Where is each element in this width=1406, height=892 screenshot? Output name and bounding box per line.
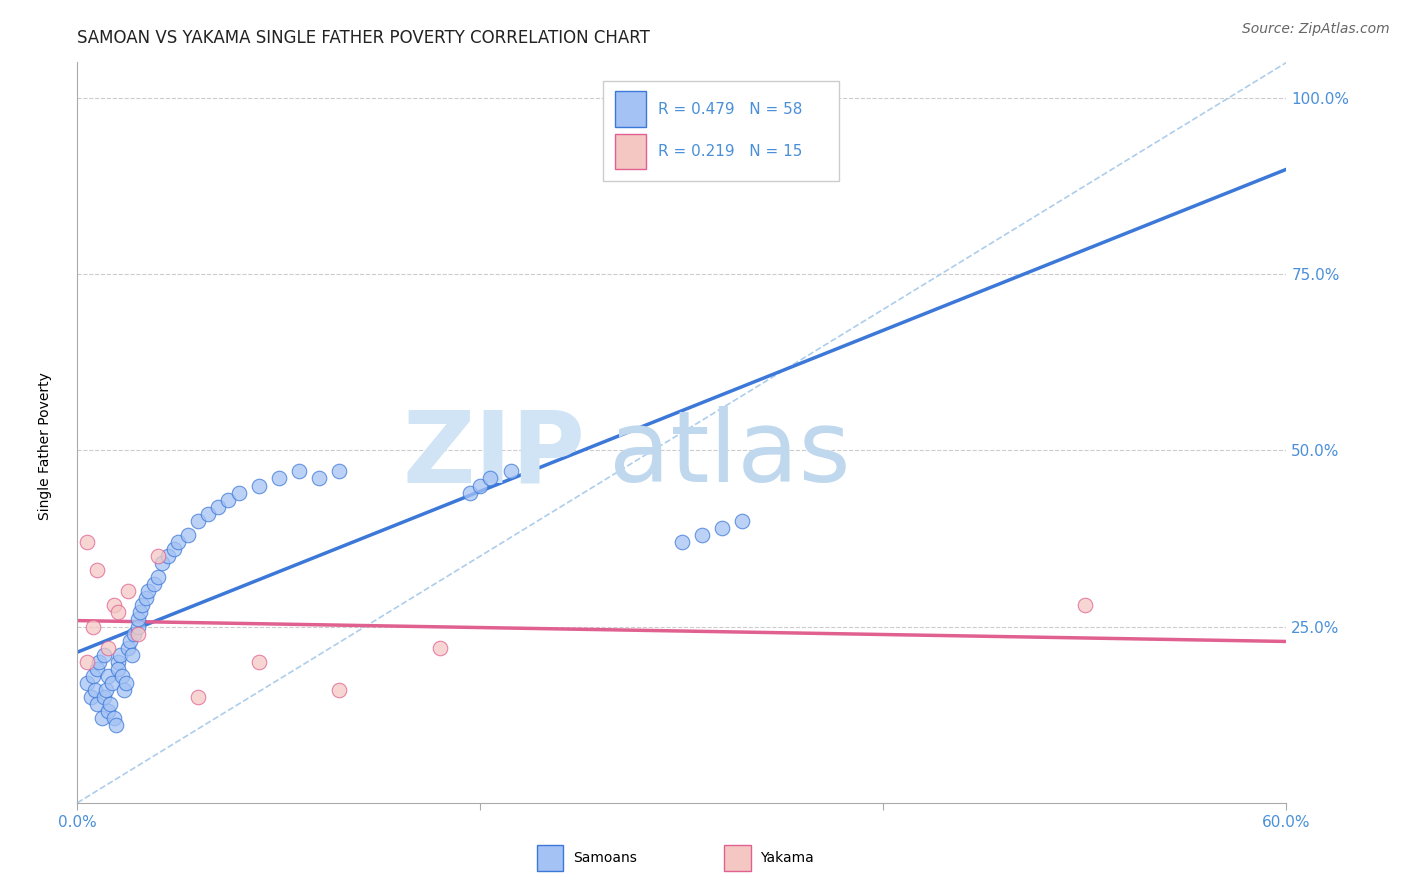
Point <box>93 690 115 704</box>
Point <box>177 528 200 542</box>
Point <box>150 556 173 570</box>
Text: ZIP: ZIP <box>402 407 585 503</box>
Point <box>308 471 330 485</box>
Point <box>267 471 290 485</box>
Point <box>82 669 104 683</box>
Point <box>142 577 165 591</box>
Text: Single Father Poverty: Single Father Poverty <box>38 372 52 520</box>
Text: atlas: atlas <box>609 407 851 503</box>
Point <box>690 528 713 542</box>
Point <box>98 697 121 711</box>
Point <box>107 662 129 676</box>
Point <box>93 648 115 662</box>
Point <box>96 704 118 718</box>
Point <box>671 535 693 549</box>
Point <box>731 140 754 154</box>
Point <box>127 619 149 633</box>
Text: Yakama: Yakama <box>761 851 814 865</box>
Point <box>103 599 125 613</box>
Point <box>107 655 129 669</box>
Point <box>127 626 149 640</box>
Point <box>136 584 159 599</box>
Point <box>121 648 143 662</box>
Point <box>111 669 134 683</box>
Point <box>80 690 103 704</box>
Point <box>122 626 145 640</box>
Point <box>731 514 754 528</box>
Point <box>103 711 125 725</box>
Point <box>131 599 153 613</box>
Point <box>429 640 451 655</box>
Point <box>104 718 127 732</box>
FancyBboxPatch shape <box>616 91 645 127</box>
Point <box>499 464 522 478</box>
Point <box>117 584 139 599</box>
Point <box>94 683 117 698</box>
Text: SAMOAN VS YAKAMA SINGLE FATHER POVERTY CORRELATION CHART: SAMOAN VS YAKAMA SINGLE FATHER POVERTY C… <box>77 29 650 47</box>
Point <box>86 662 108 676</box>
Point <box>247 478 270 492</box>
FancyBboxPatch shape <box>603 81 839 181</box>
Text: Source: ZipAtlas.com: Source: ZipAtlas.com <box>1241 22 1389 37</box>
Point <box>96 669 118 683</box>
Point <box>470 478 492 492</box>
Point <box>135 591 157 606</box>
FancyBboxPatch shape <box>537 846 564 871</box>
Point <box>197 507 219 521</box>
Point <box>146 570 169 584</box>
Text: Samoans: Samoans <box>574 851 637 865</box>
Point <box>108 648 131 662</box>
Point <box>157 549 180 563</box>
Point <box>90 711 112 725</box>
Point <box>107 606 129 620</box>
Point <box>228 485 250 500</box>
Point <box>89 655 111 669</box>
Point <box>76 655 98 669</box>
Point <box>328 464 350 478</box>
Point <box>458 485 481 500</box>
Point <box>163 541 186 556</box>
Text: R = 0.479   N = 58: R = 0.479 N = 58 <box>658 102 801 117</box>
Point <box>112 683 135 698</box>
Point <box>328 683 350 698</box>
Point <box>100 676 122 690</box>
FancyBboxPatch shape <box>724 846 751 871</box>
Point <box>711 521 734 535</box>
Point <box>114 676 136 690</box>
Point <box>86 563 108 577</box>
Point <box>96 640 118 655</box>
Point <box>76 676 98 690</box>
Point <box>84 683 107 698</box>
Point <box>167 535 190 549</box>
Point <box>127 612 149 626</box>
Point <box>86 697 108 711</box>
Point <box>118 633 141 648</box>
Point <box>479 471 502 485</box>
Point <box>187 690 209 704</box>
Point <box>76 535 98 549</box>
Point <box>117 640 139 655</box>
Point <box>128 606 150 620</box>
FancyBboxPatch shape <box>616 134 645 169</box>
Point <box>1074 599 1097 613</box>
Point <box>187 514 209 528</box>
Point <box>146 549 169 563</box>
Point <box>288 464 311 478</box>
Point <box>218 492 240 507</box>
Point <box>82 619 104 633</box>
Point <box>207 500 229 514</box>
Point <box>247 655 270 669</box>
Text: R = 0.219   N = 15: R = 0.219 N = 15 <box>658 144 801 159</box>
